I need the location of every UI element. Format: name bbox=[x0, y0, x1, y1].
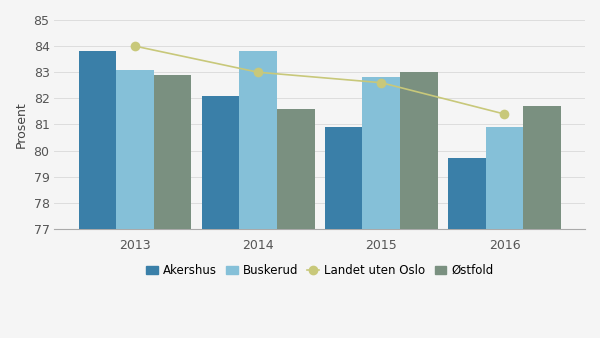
Bar bbox=[202, 96, 239, 338]
Bar bbox=[362, 77, 400, 338]
Bar bbox=[523, 106, 561, 338]
Bar bbox=[116, 70, 154, 338]
Bar bbox=[239, 51, 277, 338]
Legend: Akershus, Buskerud, Landet uten Oslo, Østfold: Akershus, Buskerud, Landet uten Oslo, Øs… bbox=[142, 259, 498, 282]
Bar bbox=[485, 127, 523, 338]
Bar bbox=[325, 127, 362, 338]
Bar bbox=[400, 72, 438, 338]
Bar bbox=[154, 75, 191, 338]
Y-axis label: Prosent: Prosent bbox=[15, 101, 28, 148]
Bar bbox=[277, 109, 314, 338]
Bar bbox=[79, 51, 116, 338]
Bar bbox=[448, 159, 485, 338]
